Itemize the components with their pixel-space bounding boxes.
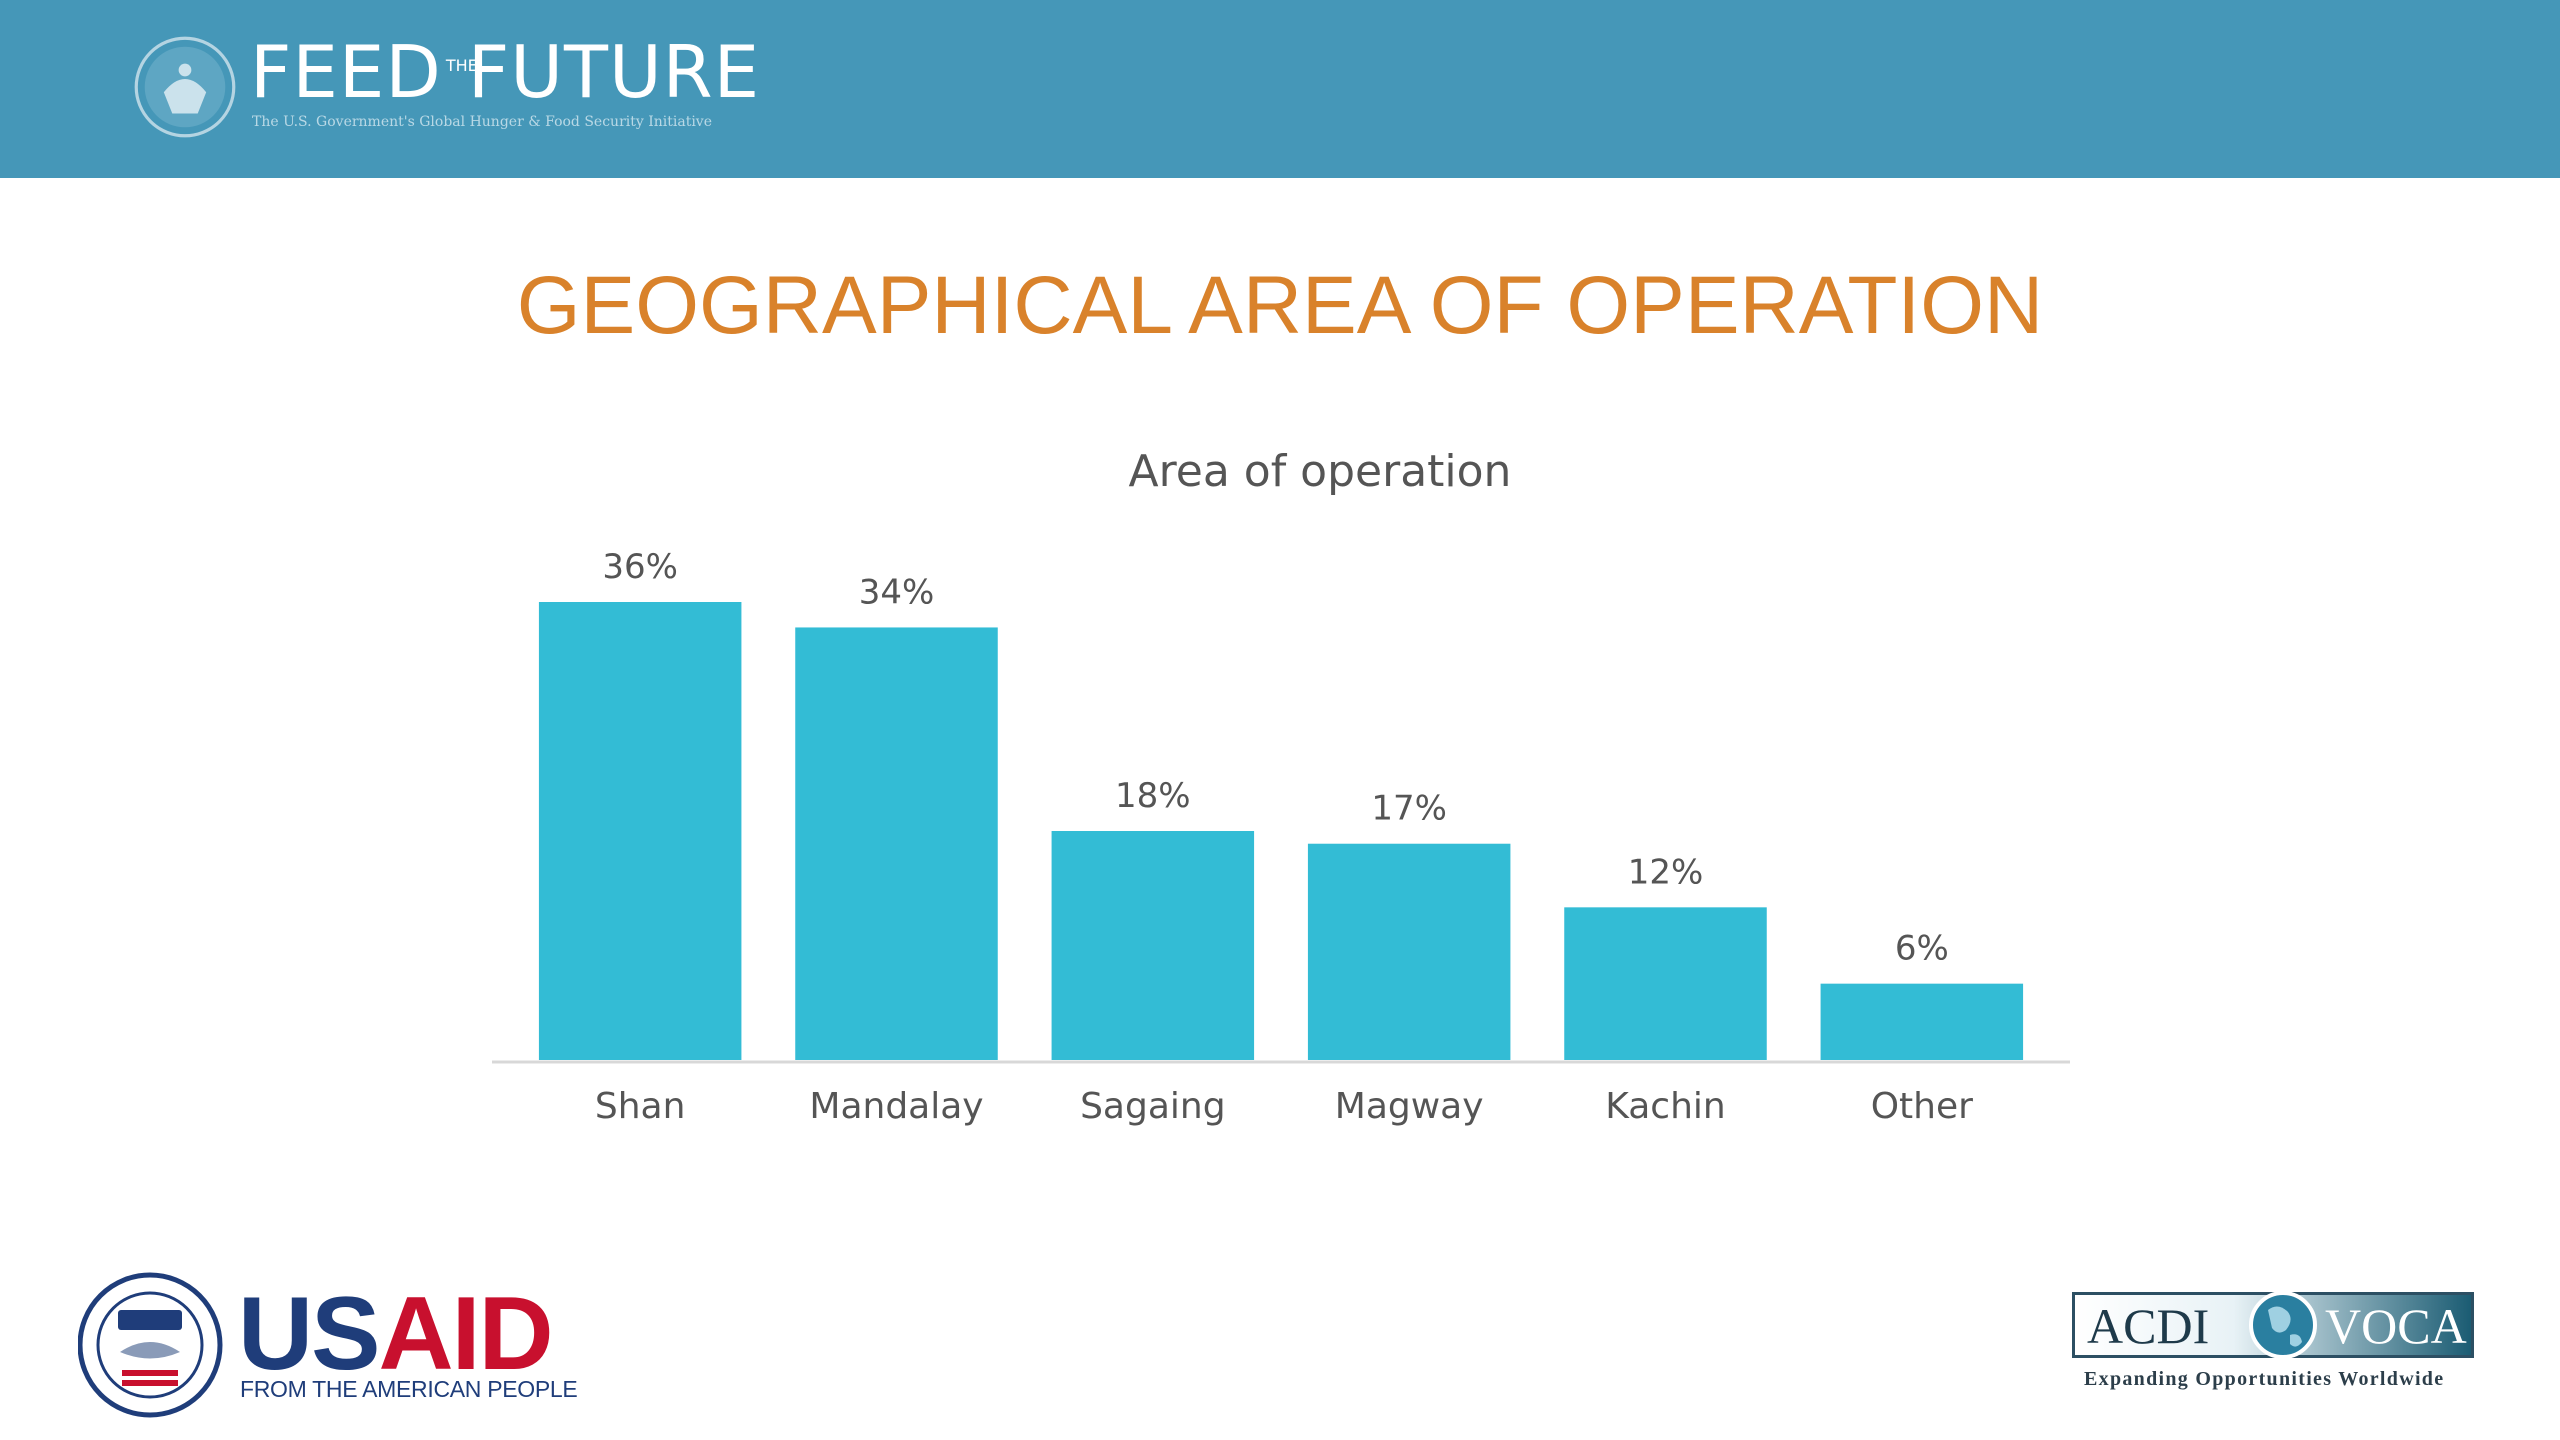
- data-label-other: 6%: [1895, 929, 1949, 969]
- bar-other: [1820, 983, 2024, 1060]
- bar-shan: [538, 602, 742, 1060]
- voca-text: VOCA: [2325, 1298, 2467, 1354]
- acdi-voca-logo: ACDI VOCA Expanding Opportunities Worldw…: [2068, 1280, 2488, 1400]
- category-label-magway: Magway: [1335, 1086, 1484, 1127]
- acdi-voca-tagline: Expanding Opportunities Worldwide: [2084, 1368, 2445, 1390]
- chart-svg: Area of operation 36% Shan 34% Mandalay 18% Sa…: [492, 446, 2070, 1127]
- bar-magway: [1307, 843, 1511, 1060]
- logo-the: THE: [445, 56, 478, 75]
- header-banner: FEED THEFUTURE The U.S. Government's Glob…: [0, 0, 2560, 178]
- category-label-shan: Shan: [595, 1086, 686, 1127]
- data-label-mandalay: 34%: [859, 572, 935, 612]
- globe-icon: [2249, 1291, 2317, 1359]
- bar-mandalay: [795, 627, 998, 1060]
- bar-sagaing: [1051, 831, 1255, 1060]
- category-label-mandalay: Mandalay: [809, 1086, 983, 1127]
- usaid-tagline: FROM THE AMERICAN PEOPLE: [240, 1376, 578, 1402]
- bar-chart: Area of operation 36% Shan 34% Mandalay 18% Sa…: [440, 420, 2120, 1160]
- great-seal-icon: [134, 36, 236, 138]
- category-label-other: Other: [1871, 1086, 1973, 1127]
- bar-kachin: [1564, 907, 1767, 1060]
- data-label-sagaing: 18%: [1115, 776, 1191, 816]
- logo-future: FUTURE: [467, 30, 761, 114]
- category-label-kachin: Kachin: [1605, 1086, 1725, 1127]
- data-label-kachin: 12%: [1628, 852, 1704, 892]
- chart-title: Area of operation: [1129, 446, 1512, 497]
- acdi-text: ACDI: [2087, 1298, 2210, 1354]
- feed-the-future-wordmark: FEED THEFUTURE: [250, 36, 760, 108]
- feed-the-future-logo: FEED THEFUTURE The U.S. Government's Glob…: [132, 28, 792, 148]
- usaid-logo: USAID FROM THE AMERICAN PEOPLE: [78, 1270, 598, 1420]
- usaid-wordmark: USAID: [238, 1276, 554, 1392]
- category-label-sagaing: Sagaing: [1080, 1086, 1226, 1127]
- logo-feed: FEED: [250, 30, 442, 114]
- data-label-shan: 36%: [602, 547, 678, 587]
- data-label-magway: 17%: [1371, 789, 1447, 829]
- logo-tagline: The U.S. Government's Global Hunger & Fo…: [252, 114, 712, 130]
- usaid-seal-icon: [78, 1272, 223, 1418]
- slide-title: GEOGRAPHICAL AREA OF OPERATION: [516, 260, 2044, 351]
